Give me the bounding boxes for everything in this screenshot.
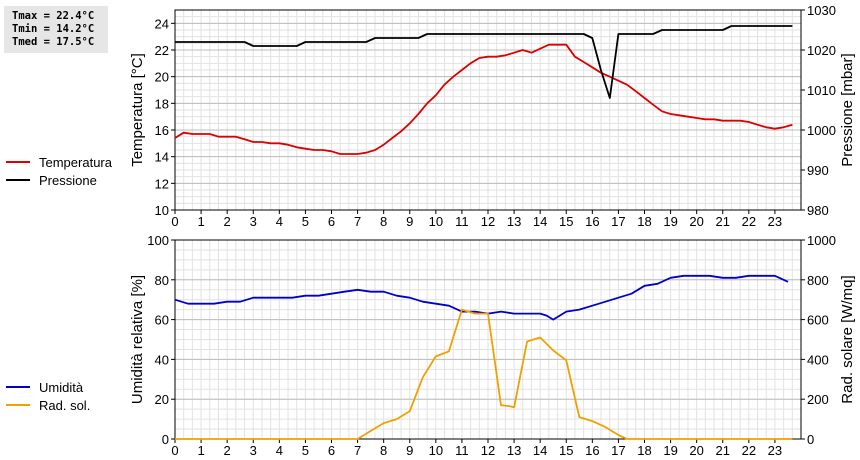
x-tick-label: 12 xyxy=(481,214,495,229)
y2-tick-label: 200 xyxy=(807,392,829,407)
x-tick-label: 22 xyxy=(742,214,756,229)
x-tick-label: 6 xyxy=(328,443,335,458)
y-axis-label: Temperatura [°C] xyxy=(129,53,146,167)
y2-tick-label: 1000 xyxy=(807,233,836,248)
x-tick-label: 5 xyxy=(302,214,309,229)
chart-panel-2: 0 1 2 3 4 5 6 7 8 9 10 11 12 13 14 15 16 17 18 19 20 21 22 2302… xyxy=(6,233,856,458)
y-tick-label: 24 xyxy=(155,16,169,31)
stats-box: Tmax = 22.4°C Tmin = 14.2°C Tmed = 17.5°… xyxy=(4,6,108,53)
y-tick-label: 20 xyxy=(155,70,169,85)
y2-tick-label: 800 xyxy=(807,273,829,288)
x-tick-label: 20 xyxy=(689,443,703,458)
y-tick-label: 0 xyxy=(162,432,169,447)
x-tick-label: 9 xyxy=(406,443,413,458)
x-tick-label: 22 xyxy=(742,443,756,458)
y-tick-label: 100 xyxy=(147,233,169,248)
legend-label: Temperatura xyxy=(39,155,113,170)
x-tick-label: 6 xyxy=(328,214,335,229)
x-tick-label: 23 xyxy=(768,443,782,458)
x-tick-label: 2 xyxy=(224,443,231,458)
y2-tick-label: 990 xyxy=(807,163,829,178)
series-line-1-2 xyxy=(175,25,793,99)
y2-tick-label: 400 xyxy=(807,352,829,367)
y2-axis-label: Rad. solare [W/mq] xyxy=(839,275,856,403)
series-line-2-2 xyxy=(175,308,793,440)
x-tick-label: 3 xyxy=(250,214,257,229)
y2-tick-label: 1030 xyxy=(807,3,836,18)
x-tick-label: 4 xyxy=(276,443,283,458)
x-tick-label: 19 xyxy=(663,443,677,458)
x-tick-label: 14 xyxy=(533,443,547,458)
y2-tick-label: 600 xyxy=(807,313,829,328)
x-tick-label: 2 xyxy=(224,214,231,229)
x-tick-label: 16 xyxy=(585,214,599,229)
y-axis-label: Umidità relativa [%] xyxy=(129,275,146,404)
grid-lines xyxy=(174,9,802,211)
y2-tick-label: 0 xyxy=(807,432,814,447)
legend-label: Pressione xyxy=(39,173,97,188)
grid-lines xyxy=(174,239,802,440)
x-tick-label: 3 xyxy=(250,443,257,458)
series-line-1-1 xyxy=(174,43,793,155)
x-tick-label: 7 xyxy=(354,214,361,229)
x-tick-label: 18 xyxy=(637,443,651,458)
x-tick-label: 21 xyxy=(716,214,730,229)
x-tick-label: 15 xyxy=(559,443,573,458)
x-tick-label: 7 xyxy=(354,443,361,458)
y-tick-label: 20 xyxy=(155,392,169,407)
x-tick-label: 0 xyxy=(171,443,178,458)
x-tick-label: 1 xyxy=(197,214,204,229)
x-tick-label: 23 xyxy=(768,214,782,229)
x-tick-label: 11 xyxy=(455,443,469,458)
x-tick-label: 13 xyxy=(507,214,521,229)
x-tick-label: 18 xyxy=(637,214,651,229)
x-tick-label: 5 xyxy=(302,443,309,458)
x-tick-label: 0 xyxy=(171,214,178,229)
x-tick-label: 14 xyxy=(533,214,547,229)
y-tick-label: 22 xyxy=(155,43,169,58)
x-tick-label: 8 xyxy=(380,443,387,458)
y2-tick-label: 1010 xyxy=(807,83,836,98)
chart-panel-1: 0 1 2 3 4 5 6 7 8 9 10 11 12 13 14 15 16 17 18 19 20 21 22 2310… xyxy=(6,3,856,229)
x-tick-label: 10 xyxy=(429,214,443,229)
y-tick-label: 14 xyxy=(155,150,169,165)
y-tick-label: 40 xyxy=(155,352,169,367)
x-tick-label: 11 xyxy=(455,214,469,229)
tmed-label: Tmed = 17.5°C xyxy=(12,36,95,48)
x-tick-label: 20 xyxy=(689,214,703,229)
x-tick-label: 12 xyxy=(481,443,495,458)
y2-axis-label: Pressione [mbar] xyxy=(839,53,856,166)
x-tick-label: 21 xyxy=(716,443,730,458)
legend-label: Rad. sol. xyxy=(39,398,90,413)
x-tick-label: 4 xyxy=(276,214,283,229)
y-tick-label: 10 xyxy=(155,203,169,218)
legend-label: Umidità xyxy=(39,380,84,395)
y-tick-label: 18 xyxy=(155,96,169,111)
x-tick-label: 1 xyxy=(197,443,204,458)
y2-tick-label: 980 xyxy=(807,203,829,218)
x-tick-label: 8 xyxy=(380,214,387,229)
x-tick-label: 19 xyxy=(663,214,677,229)
x-tick-label: 17 xyxy=(611,443,625,458)
y2-tick-label: 1000 xyxy=(807,123,836,138)
x-tick-label: 16 xyxy=(585,443,599,458)
x-tick-label: 9 xyxy=(406,214,413,229)
x-tick-label: 17 xyxy=(611,214,625,229)
x-tick-label: 13 xyxy=(507,443,521,458)
y-tick-label: 16 xyxy=(155,123,169,138)
y-tick-label: 12 xyxy=(155,176,169,191)
y2-tick-label: 1020 xyxy=(807,43,836,58)
y-tick-label: 60 xyxy=(155,313,169,328)
tmax-label: Tmax = 22.4°C xyxy=(12,10,95,22)
tmin-label: Tmin = 14.2°C xyxy=(12,23,95,35)
x-tick-label: 15 xyxy=(559,214,573,229)
x-tick-label: 10 xyxy=(429,443,443,458)
y-tick-label: 80 xyxy=(155,273,169,288)
